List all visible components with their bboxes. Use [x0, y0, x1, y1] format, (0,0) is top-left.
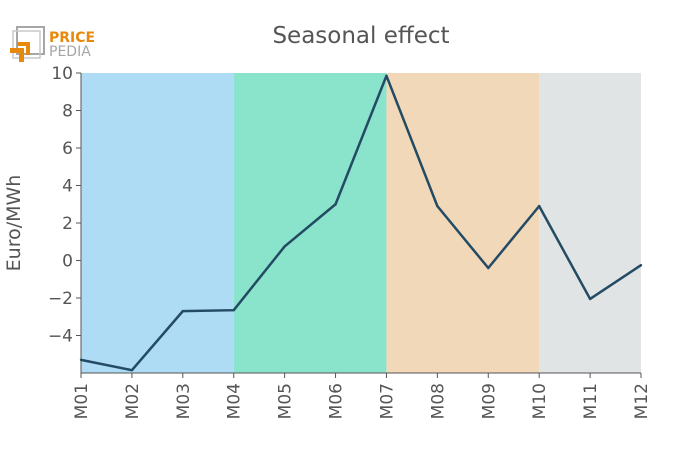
x-tick-label: M08	[428, 383, 448, 419]
x-tick-label: M01	[72, 383, 92, 419]
logo-price: PRICE	[49, 30, 95, 46]
x-tick-label: M06	[327, 383, 347, 419]
season-band	[386, 73, 540, 373]
y-tick-label: 8	[62, 102, 73, 122]
data-point	[130, 368, 134, 372]
data-point	[537, 204, 541, 208]
x-tick-label: M09	[479, 383, 499, 419]
data-point	[487, 266, 490, 270]
data-point	[385, 74, 388, 78]
y-tick-label: 6	[62, 139, 73, 159]
y-tick-label: 10	[51, 64, 73, 84]
x-tick-label: M02	[123, 383, 143, 419]
x-tick-label: M07	[377, 383, 397, 419]
x-tick-label: M10	[530, 383, 550, 419]
y-tick-label: 0	[62, 252, 73, 272]
y-tick-label: −4	[48, 327, 73, 347]
data-point	[232, 308, 235, 312]
data-point	[639, 263, 643, 267]
x-tick-label: M04	[225, 383, 245, 419]
data-point	[436, 204, 439, 208]
season-band	[81, 73, 234, 373]
y-tick-label: 4	[62, 177, 73, 197]
x-tick-label: M05	[276, 383, 296, 419]
series-line	[80, 74, 642, 372]
x-tick-label: M12	[632, 383, 652, 419]
x-tick-label: M11	[581, 383, 601, 419]
logo: PRICE PEDIA	[10, 26, 95, 62]
data-point	[283, 245, 286, 248]
y-tick-label: 2	[62, 214, 73, 234]
data-point	[334, 203, 337, 206]
data-point	[79, 358, 83, 362]
y-axis-label: Euro/MWh	[3, 175, 25, 272]
season-band	[233, 73, 387, 373]
chart-title: Seasonal effect	[272, 23, 449, 49]
y-tick-label: −2	[48, 289, 73, 309]
data-point	[588, 297, 592, 301]
season-band	[539, 73, 641, 373]
x-tick-label: M03	[174, 383, 194, 419]
data-point	[181, 309, 185, 313]
logo-pedia: PEDIA	[49, 44, 91, 60]
